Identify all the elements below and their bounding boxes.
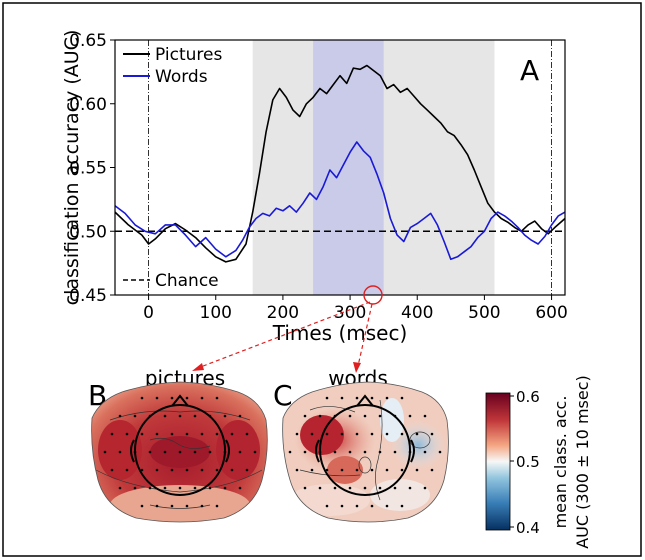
legend-label-pictures: Pictures	[155, 45, 222, 65]
series-line-pictures	[115, 64, 565, 263]
y-tick-label-2: 0.55	[69, 159, 107, 179]
head-outline-pictures	[134, 404, 226, 496]
panel-label-a: A	[520, 54, 539, 87]
y-axis-label: classification accuracy (AUC)	[61, 30, 83, 306]
arrow-head-words	[353, 362, 361, 373]
arrow-to-words	[357, 303, 373, 367]
arrow-to-pictures	[197, 301, 371, 369]
y-tick-label-1: 0.50	[69, 222, 107, 242]
topomap-words	[282, 381, 449, 523]
x-tick-label-0: 0	[143, 303, 154, 323]
head-outline-words	[319, 404, 411, 496]
x-tick-label-200: 200	[267, 303, 299, 323]
y-tick-label-4: 0.65	[69, 31, 107, 51]
x-tick-label-600: 600	[535, 303, 567, 323]
colorbar: 0.6 0.5 0.4 mean class. acc. AUC (300 ± …	[485, 375, 592, 549]
colorbar-label-line1: mean class. acc.	[551, 396, 570, 529]
nose-words	[356, 394, 374, 407]
x-tick-label-100: 100	[200, 303, 232, 323]
series-line-words	[115, 141, 565, 261]
time-marker-circle	[363, 285, 383, 305]
colorbar-label-line2: AUC (300 ± 10 msec)	[573, 375, 592, 549]
arrow-head-pictures	[192, 363, 204, 371]
x-tick-label-300: 300	[334, 303, 366, 323]
colorbar-gradient	[485, 392, 511, 531]
panel-label-c: C	[273, 379, 293, 412]
legend-label-chance: Chance	[155, 271, 219, 291]
x-tick-label-500: 500	[468, 303, 500, 323]
colorbar-tick-low: 0.4	[516, 519, 540, 537]
colorbar-tick-mid: 0.5	[516, 453, 540, 471]
topomap-pictures	[91, 381, 268, 523]
highlight-blue-band	[313, 40, 384, 295]
x-axis-label: Times (msec)	[272, 321, 408, 345]
x-tick-label-400: 400	[401, 303, 433, 323]
legend-label-words: Words	[155, 67, 208, 87]
nose-pictures	[171, 394, 189, 407]
panel-a-chart: 0 100 200 300 400 500 600 0.45 0.50 0.55 0.60 0.65 T…	[61, 30, 568, 345]
y-tick-label-0: 0.45	[69, 286, 107, 306]
y-tick-label-3: 0.60	[69, 95, 107, 115]
colorbar-tick-high: 0.6	[516, 388, 540, 406]
